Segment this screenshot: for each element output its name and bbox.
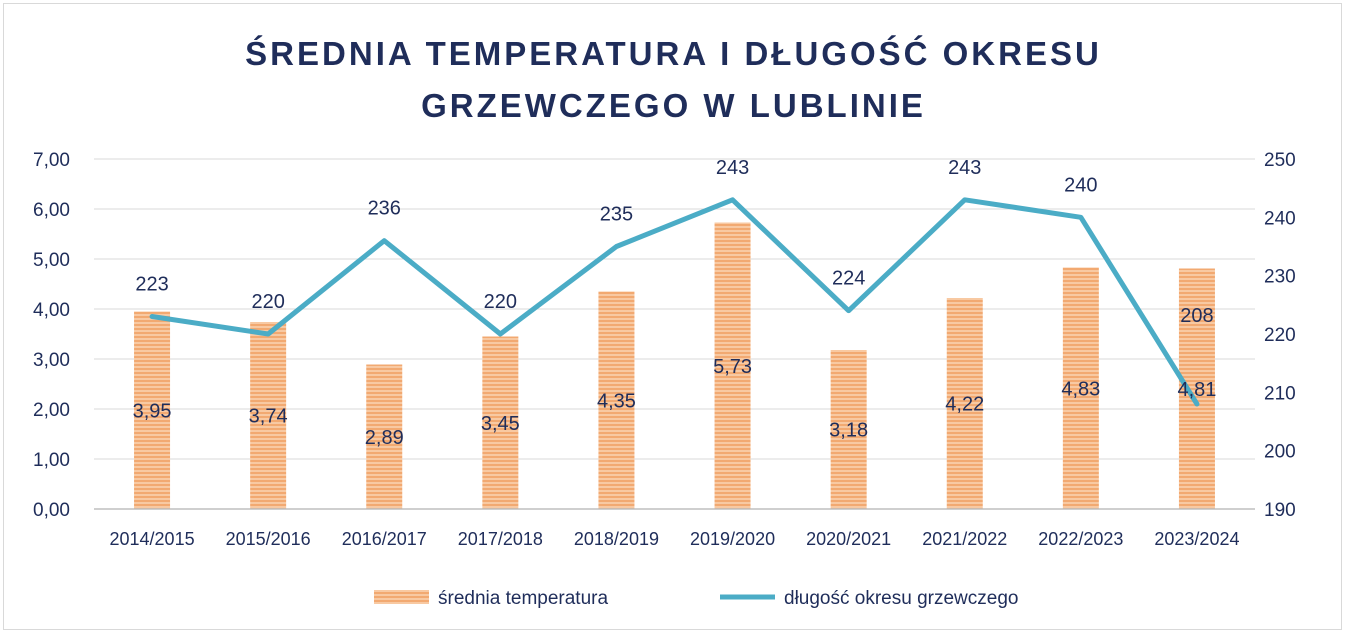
x-tick-label: 2022/2023 (1038, 529, 1123, 549)
y-right-tick-label: 240 (1264, 208, 1296, 229)
line-data-label: 235 (600, 204, 633, 226)
y-left-tick-label: 6,00 (33, 200, 70, 221)
legend-label-line: długość okresu grzewczego (784, 588, 1018, 609)
legend-swatch-bar (374, 590, 429, 604)
x-tick-label: 2016/2017 (342, 529, 427, 549)
y-right-tick-label: 190 (1264, 500, 1296, 521)
x-tick-label: 2015/2016 (226, 529, 311, 549)
bar (134, 311, 171, 509)
bar-data-label: 3,18 (829, 420, 868, 442)
bar (250, 322, 287, 509)
line-data-label: 240 (1064, 174, 1097, 196)
y-right-tick-label: 210 (1264, 383, 1296, 404)
line-data-label: 220 (484, 291, 517, 313)
y-left-tick-label: 2,00 (33, 400, 70, 421)
line-data-label: 223 (135, 274, 168, 296)
line-data-label: 220 (251, 291, 284, 313)
axes: 0,00 1,00 2,00 3,00 4,00 5,00 6,00 7,00 190 200 21… (33, 150, 1296, 549)
line-data-label: 236 (368, 198, 401, 220)
x-tick-label: 2020/2021 (806, 529, 891, 549)
bar-series (134, 222, 1215, 509)
chart-frame (3, 3, 1342, 630)
bar-data-label: 3,95 (133, 400, 172, 422)
bar-data-label: 4,83 (1061, 378, 1100, 400)
bar-data-label: 5,73 (713, 356, 752, 378)
x-tick-label: 2017/2018 (458, 529, 543, 549)
line-data-label: 243 (948, 157, 981, 179)
bar (482, 336, 519, 509)
bar-data-label: 3,45 (481, 413, 520, 435)
chart-title: ŚREDNIA TEMPERATURA I DŁUGOŚĆ OKRESU GRZ… (0, 28, 1347, 132)
bar (714, 222, 751, 509)
y-right-tick-label: 230 (1264, 267, 1296, 288)
bar (366, 364, 403, 509)
legend: średnia temperatura długość okresu grzewc… (374, 588, 1018, 609)
bar-data-label: 2,89 (365, 427, 404, 449)
bar-data-label: 4,35 (597, 390, 636, 412)
y-right-tick-label: 220 (1264, 325, 1296, 346)
line-series (149, 197, 1200, 407)
x-tick-label: 2021/2022 (922, 529, 1007, 549)
bar (598, 291, 635, 509)
bar-data-label: 4,81 (1177, 379, 1216, 401)
y-left-tick-label: 7,00 (33, 150, 70, 171)
y-right-tick-label: 250 (1264, 150, 1296, 171)
y-left-tick-label: 3,00 (33, 350, 70, 371)
line-data-label: 208 (1180, 305, 1213, 327)
data-labels: 3,95 3,74 2,89 3,45 4,35 5,73 3,18 4,22 4,83 4,81… (133, 157, 1217, 449)
y-left-tick-label: 4,00 (33, 300, 70, 321)
y-right-tick-label: 200 (1264, 442, 1296, 463)
line-data-label: 224 (832, 268, 865, 290)
x-tick-label: 2019/2020 (690, 529, 775, 549)
line-path (149, 197, 1200, 407)
x-tick-label: 2023/2024 (1154, 529, 1239, 549)
x-tick-label: 2018/2019 (574, 529, 659, 549)
chart-title-line-1: ŚREDNIA TEMPERATURA I DŁUGOŚĆ OKRESU (245, 35, 1102, 72)
y-left-tick-label: 1,00 (33, 450, 70, 471)
bar (830, 350, 867, 509)
bar-data-label: 4,22 (945, 394, 984, 416)
bar (946, 298, 983, 509)
y-left-tick-label: 0,00 (33, 500, 70, 521)
legend-label-bar: średnia temperatura (438, 588, 608, 609)
line-data-label: 243 (716, 157, 749, 179)
chart-title-line-2: GRZEWCZEGO W LUBLINIE (421, 87, 926, 124)
x-tick-label: 2014/2015 (110, 529, 195, 549)
y-left-tick-label: 5,00 (33, 250, 70, 271)
bar (1062, 267, 1099, 509)
bar-data-label: 3,74 (249, 406, 288, 428)
